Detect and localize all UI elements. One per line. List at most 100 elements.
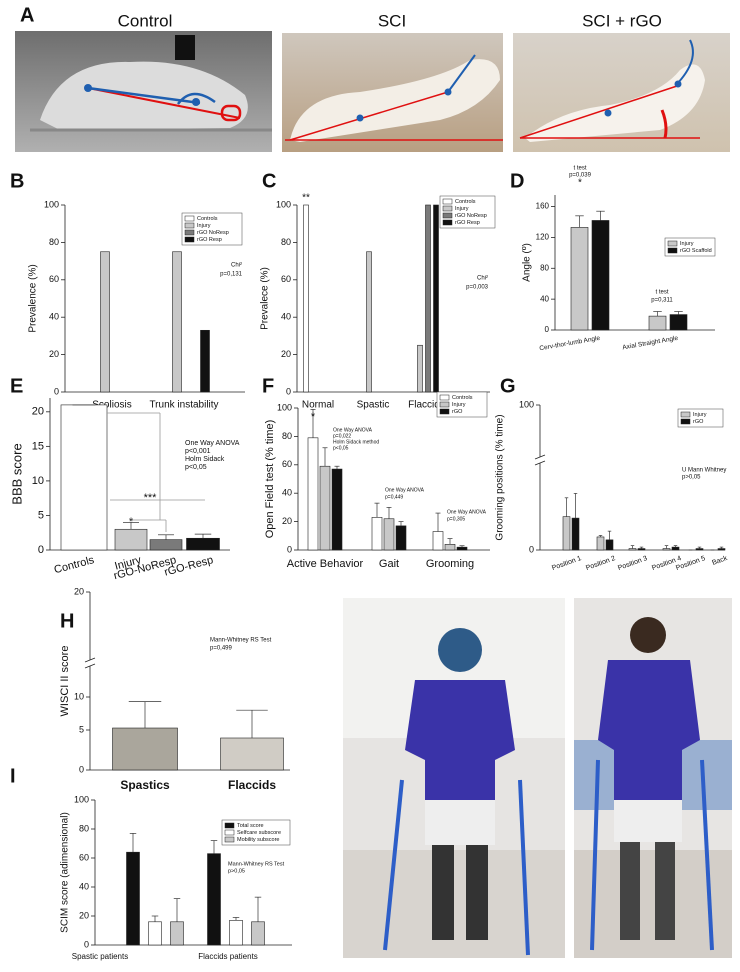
y-axis-label: BBB score (9, 443, 24, 504)
y-tick-label: 15 (32, 440, 44, 452)
x-tick-label: Gait (379, 558, 399, 570)
axis-break (86, 660, 94, 666)
legend-swatch (667, 247, 678, 254)
bar (444, 544, 456, 551)
annotation: p=0,499 (210, 646, 233, 652)
y-tick-label: 60 (79, 852, 89, 862)
x-tick-label: Controls (53, 554, 96, 576)
x-tick-label: Flaccids patients (198, 952, 258, 961)
annotation: p<0,05 (185, 464, 207, 471)
legend-label: rGO (452, 409, 463, 415)
y-tick-label: 0 (545, 325, 550, 334)
annotation: Mann-Whitney RS Test (228, 861, 285, 867)
bar (695, 548, 704, 551)
annotation: ** (302, 193, 310, 204)
axis-break (84, 663, 96, 669)
annotation: Chi² (231, 263, 242, 269)
legend-swatch (184, 222, 195, 229)
legend-swatch (184, 229, 195, 236)
y-axis-label: WISCI II score (59, 646, 71, 717)
bar (671, 546, 680, 551)
y-tick-label: 120 (536, 233, 550, 242)
annotation: * (311, 411, 316, 423)
legend-label: Total score (237, 823, 264, 829)
y-tick-label: 160 (536, 202, 550, 211)
bar (371, 517, 383, 551)
panel-letter: B (10, 170, 24, 192)
y-axis-label: Prevalence (%) (28, 264, 39, 332)
annotation: * (129, 516, 134, 528)
y-tick-label: 40 (79, 881, 89, 891)
bar (669, 314, 688, 331)
x-tick-label: Spastics (120, 778, 170, 792)
bar (200, 329, 210, 393)
y-tick-label: 100 (277, 402, 292, 412)
panel-letter: I (10, 765, 16, 787)
legend-label: Mobility subscore (237, 837, 280, 843)
legend-swatch (442, 205, 453, 212)
legend-label: Controls (197, 216, 218, 222)
bar (662, 548, 671, 551)
legend-label: rGO Resp (197, 237, 222, 243)
y-tick-label: 0 (287, 544, 292, 554)
y-tick-label: 20 (49, 349, 59, 359)
bar (433, 204, 439, 393)
panel-letter: F (262, 375, 274, 397)
bar (395, 525, 407, 551)
y-tick-label: 40 (282, 488, 292, 498)
legend-swatch (184, 236, 195, 243)
x-tick-label: Spastic patients (72, 952, 128, 961)
legend-swatch (442, 219, 453, 226)
y-tick-label: 80 (281, 237, 291, 247)
bar (207, 853, 221, 946)
y-tick-label: 20 (32, 406, 44, 418)
legend-swatch (680, 411, 691, 418)
bar (114, 528, 148, 551)
bar (170, 921, 184, 946)
bar (432, 531, 444, 551)
legend-label: rGO Scaffold (680, 248, 712, 254)
bar (126, 851, 140, 946)
bar (605, 539, 614, 551)
axis-break (534, 454, 546, 460)
bar (570, 227, 589, 331)
bar (456, 546, 468, 551)
legend-label: Injury (452, 402, 466, 408)
x-tick-label: Cerv-thor-lumb Angle (539, 335, 601, 353)
annotation: p=0,131 (220, 272, 243, 278)
bar (229, 920, 243, 946)
y-tick-label: 40 (540, 294, 549, 303)
y-axis-label: Prevalece (%) (260, 267, 271, 330)
legend-label: rGO (693, 419, 704, 425)
bar (366, 251, 372, 393)
bar (417, 344, 423, 393)
photo-caption: Control (118, 11, 173, 30)
bar (628, 548, 637, 551)
annotation: p=0,449 (385, 494, 403, 500)
y-tick-label: 5 (79, 724, 84, 734)
y-tick-label: 100 (74, 794, 89, 804)
photo-caption: SCI (378, 11, 406, 30)
bar (331, 468, 343, 551)
bar (112, 727, 178, 771)
photo-control (15, 31, 272, 152)
x-tick-label: Trunk instability (149, 400, 218, 411)
legend-box (664, 237, 716, 257)
y-tick-label: 60 (282, 459, 292, 469)
legend-label: rGO NoResp (197, 230, 229, 236)
x-tick-label: Active Behavior (287, 558, 364, 570)
annotation: p=0,022 (333, 433, 351, 439)
bar (571, 517, 580, 551)
y-tick-label: 100 (276, 199, 291, 209)
bar (251, 921, 265, 946)
legend-label: rGO NoResp (455, 213, 487, 219)
annotation: Chi² (477, 276, 488, 282)
annotation: Holm Sidack method (333, 439, 379, 445)
y-tick-label: 10 (32, 475, 44, 487)
x-tick-label: Scoliosis (92, 400, 131, 411)
y-tick-label: 100 (44, 199, 59, 209)
photo-patient-front (343, 598, 565, 958)
annotation: *** (144, 492, 158, 504)
bar (303, 204, 309, 393)
